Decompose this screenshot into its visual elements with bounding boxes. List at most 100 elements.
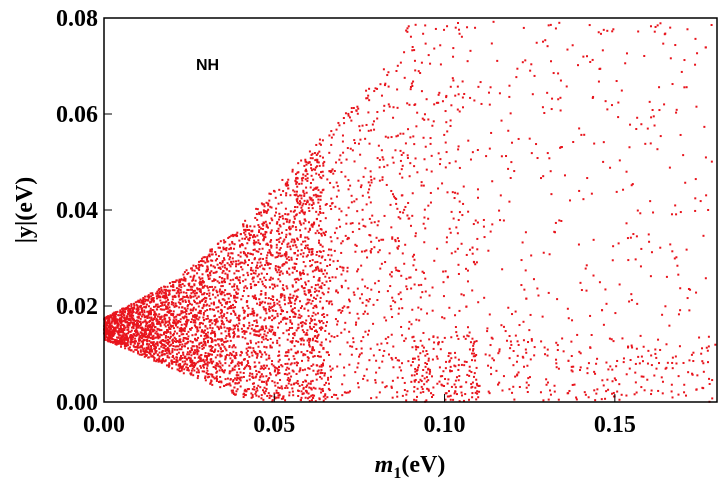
data-point — [187, 319, 190, 322]
data-point — [399, 159, 402, 162]
data-point — [398, 270, 401, 273]
data-point — [309, 198, 312, 201]
data-point — [423, 241, 426, 244]
data-point — [553, 390, 556, 393]
data-point — [407, 360, 410, 363]
data-point — [417, 364, 420, 367]
data-point — [558, 219, 561, 222]
data-point — [177, 295, 180, 298]
data-point — [367, 111, 370, 114]
data-point — [290, 340, 293, 343]
data-point — [193, 352, 196, 355]
data-point — [136, 316, 139, 319]
data-point — [137, 299, 140, 302]
data-point — [177, 369, 180, 372]
data-point — [555, 358, 558, 361]
data-point — [423, 118, 426, 121]
data-point — [196, 328, 199, 331]
data-point — [192, 295, 195, 298]
data-point — [219, 288, 222, 291]
data-point — [369, 170, 372, 173]
data-point — [355, 109, 358, 112]
data-point — [293, 307, 296, 310]
data-point — [113, 313, 116, 316]
data-point — [545, 378, 548, 381]
data-point — [242, 250, 245, 253]
data-point — [370, 288, 373, 291]
data-point — [123, 307, 126, 310]
data-point — [235, 291, 238, 294]
data-point — [279, 236, 282, 239]
data-point — [195, 362, 198, 365]
data-point — [630, 293, 633, 296]
data-point — [322, 250, 325, 253]
data-point — [371, 123, 374, 126]
data-point — [293, 266, 296, 269]
data-point — [445, 96, 448, 99]
data-point — [567, 392, 570, 395]
data-point — [263, 319, 266, 322]
data-point — [231, 263, 234, 266]
data-point — [287, 213, 290, 216]
data-point — [193, 299, 196, 302]
data-point — [204, 261, 207, 264]
data-point — [295, 281, 298, 284]
data-point — [175, 315, 178, 318]
data-point — [429, 370, 432, 373]
data-point — [202, 285, 205, 288]
data-point — [233, 285, 236, 288]
data-point — [180, 326, 183, 329]
data-point — [637, 355, 640, 358]
data-point — [429, 201, 432, 204]
data-point — [310, 320, 313, 323]
data-point — [543, 346, 546, 349]
data-point — [277, 265, 280, 268]
data-point — [197, 350, 200, 353]
data-point — [234, 296, 237, 299]
data-point — [419, 72, 422, 75]
data-point — [329, 365, 332, 368]
data-point — [313, 221, 316, 224]
data-point — [158, 320, 161, 323]
data-point — [226, 340, 229, 343]
data-point — [245, 365, 248, 368]
data-point — [325, 272, 328, 275]
data-point — [297, 278, 300, 281]
data-point — [160, 301, 163, 304]
data-point — [687, 287, 690, 290]
data-point — [250, 230, 253, 233]
data-point — [187, 369, 190, 372]
data-point — [707, 361, 710, 364]
data-point — [173, 340, 176, 343]
data-point — [176, 360, 179, 363]
data-point — [357, 317, 360, 320]
data-point — [156, 322, 159, 325]
data-point — [322, 174, 325, 177]
data-point — [649, 200, 652, 203]
data-point — [300, 351, 303, 354]
data-point — [625, 170, 628, 173]
data-point — [199, 322, 202, 325]
data-point — [355, 321, 358, 324]
data-point — [163, 294, 166, 297]
data-point — [341, 134, 344, 137]
data-point — [248, 324, 251, 327]
data-point — [542, 175, 545, 178]
data-point — [238, 319, 241, 322]
data-point — [389, 305, 392, 308]
data-point — [277, 360, 280, 363]
data-point — [285, 229, 288, 232]
data-point — [317, 195, 320, 198]
data-point — [174, 322, 177, 325]
data-point — [120, 312, 123, 315]
data-point — [424, 354, 427, 357]
data-point — [266, 226, 269, 229]
data-point — [244, 278, 247, 281]
data-point — [315, 253, 318, 256]
data-point — [204, 377, 207, 380]
data-point — [257, 341, 260, 344]
data-point — [528, 329, 531, 332]
data-point — [492, 20, 495, 23]
data-point — [277, 252, 280, 255]
data-point — [408, 175, 411, 178]
